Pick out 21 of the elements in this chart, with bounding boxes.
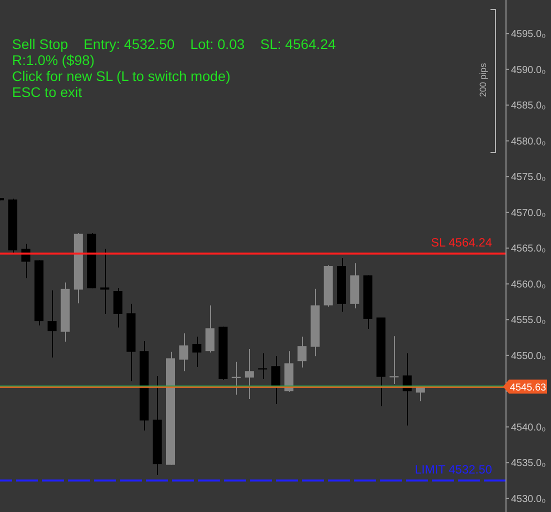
y-tick-label: 4585.0₀ xyxy=(511,100,546,112)
y-tick-label: 4555.0₀ xyxy=(511,315,546,326)
y-tick-label: 4580.0₀ xyxy=(511,136,546,148)
y-tick-label: 4575.0₀ xyxy=(511,172,546,184)
y-tick-label: 4550.0₀ xyxy=(511,350,546,362)
y-tick-label: 4535.0₀ xyxy=(511,458,546,470)
annotation: Sell Stop Entry: 4532.50 Lot: 0.03 SL: 4564.24 xyxy=(12,36,336,52)
y-tick-label: 4540.0₀ xyxy=(511,422,546,434)
ref-line-label: 4545.63 xyxy=(510,382,547,394)
y-tick-label: 4570.0₀ xyxy=(511,208,546,219)
y-tick-label: 4590.0₀ xyxy=(511,64,546,76)
ref-line-label: SL 4564.24 xyxy=(431,236,492,250)
ref-line-label: LIMIT 4532.50 xyxy=(414,462,492,477)
y-tick-label: 4565.0₀ xyxy=(511,244,546,255)
y-tick-label: 4595.0₀ xyxy=(511,29,546,40)
y-tick-label: 4560.0₀ xyxy=(511,279,546,290)
annotation: Click for new SL (L to switch mode) xyxy=(12,68,232,84)
annotation: R:1.0% ($98) xyxy=(12,52,96,68)
y-tick-label: 4530.0₀ xyxy=(511,494,546,505)
annotation: 200 pips xyxy=(478,62,488,98)
annotation: ESC to exit xyxy=(12,84,84,100)
